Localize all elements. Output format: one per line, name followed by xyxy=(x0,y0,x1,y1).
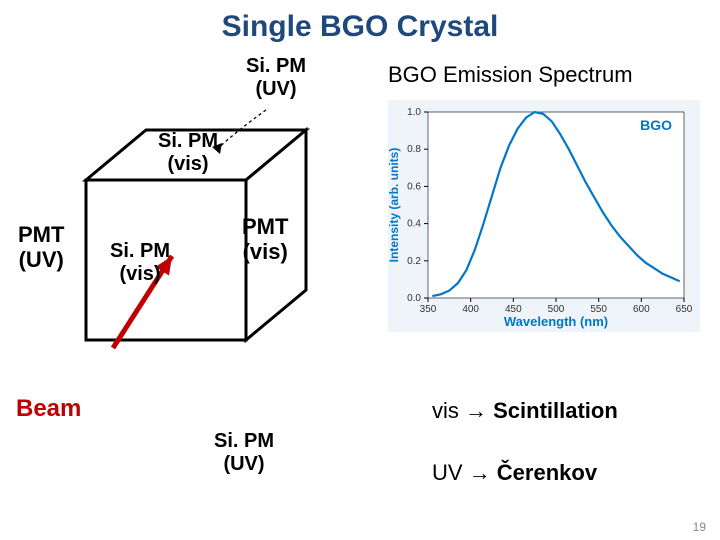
chart-ylabel: Intensity (arb. units) xyxy=(387,148,401,263)
svg-text:350: 350 xyxy=(420,304,437,315)
footer-bold: Scintillation xyxy=(493,398,618,423)
chart-series-label: BGO xyxy=(640,117,672,133)
svg-text:600: 600 xyxy=(633,304,650,315)
page-number: 19 xyxy=(693,520,706,534)
svg-text:650: 650 xyxy=(676,304,693,315)
footer-line-cerenkov: UV → Čerenkov xyxy=(432,460,597,485)
svg-text:1.0: 1.0 xyxy=(407,107,421,118)
spectrum-chart: 350400450500550600650 0.00.20.40.60.81.0… xyxy=(0,0,720,540)
svg-text:0.2: 0.2 xyxy=(407,256,421,267)
footer-bold: Čerenkov xyxy=(497,460,597,485)
svg-text:0.0: 0.0 xyxy=(407,293,421,304)
svg-text:0.4: 0.4 xyxy=(407,219,421,230)
svg-text:0.8: 0.8 xyxy=(407,144,421,155)
chart-xlabel: Wavelength (nm) xyxy=(504,314,608,329)
footer-pre: vis → xyxy=(432,398,493,423)
footer-pre: UV → xyxy=(432,460,497,485)
svg-text:0.6: 0.6 xyxy=(407,181,421,192)
footer-line-scintillation: vis → Scintillation xyxy=(432,398,618,423)
svg-text:400: 400 xyxy=(462,304,479,315)
